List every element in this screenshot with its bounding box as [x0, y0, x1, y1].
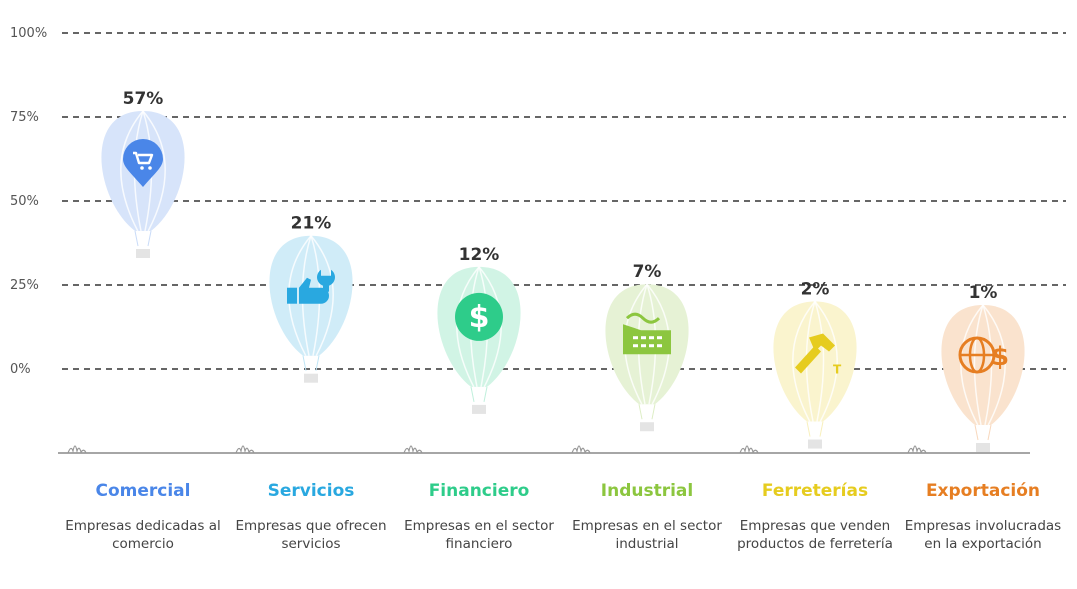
y-tick-label: 50%: [10, 194, 39, 209]
value-label: 12%: [459, 245, 500, 265]
ground-line: [58, 445, 1030, 454]
grass-tuft: [67, 445, 87, 454]
category-label: Industrial: [600, 481, 694, 501]
category-description: Empresas en el sector financiero: [404, 518, 554, 552]
balloon-basket: [136, 249, 150, 258]
grass-tuft: [235, 445, 255, 454]
dollar-coin-icon: $: [455, 292, 503, 341]
balloon-servicios: 21%: [269, 214, 353, 383]
svg-text:$: $: [991, 342, 1009, 372]
balloon-financiero: $12%: [437, 245, 521, 414]
grass-tuft: [907, 445, 927, 454]
balloon-rope: [134, 230, 139, 247]
y-tick-label: 100%: [10, 26, 47, 41]
balloon-rope: [470, 386, 475, 402]
wrench-hand-icon: [287, 269, 335, 304]
category-label: Exportación: [925, 481, 1041, 501]
grass-tuft: [739, 445, 759, 454]
value-label: 57%: [123, 89, 164, 109]
value-label: 1%: [969, 283, 998, 303]
y-tick-label: 25%: [10, 278, 39, 293]
svg-text:$: $: [469, 300, 490, 335]
balloon-stripe: [982, 304, 993, 426]
category-label: Servicios: [267, 481, 355, 501]
balloon-basket: [304, 373, 318, 383]
value-label: 2%: [801, 280, 830, 300]
balloon-basket: [808, 439, 822, 449]
balloon-basket: [976, 443, 990, 452]
category-description: Empresas que ofrecen servicios: [235, 518, 387, 552]
category-description: Empresas involucradas en la exportación: [904, 518, 1062, 552]
factory-icon: [623, 312, 671, 355]
balloon-stripe: [982, 304, 1006, 426]
balloon-envelope: [773, 301, 857, 422]
grass-tuft: [571, 445, 591, 454]
balloon-industrial: 7%: [605, 262, 689, 432]
y-tick-label: 0%: [10, 362, 31, 377]
category-description: Empresas que venden productos de ferrete…: [737, 518, 893, 552]
category-label: Financiero: [428, 481, 530, 501]
grid-lines: 100% 75% 50% 25% 0%: [10, 26, 1066, 377]
svg-text:T: T: [833, 363, 842, 377]
balloon-comercial: 57%: [101, 89, 185, 258]
globe-dollar-icon: $: [958, 336, 1009, 374]
balloon-exportación: $1%: [941, 283, 1025, 452]
balloon-rope: [638, 404, 643, 420]
balloon-stripe: [792, 301, 816, 422]
balloon-stripe: [814, 301, 838, 422]
balloon-rope: [483, 386, 488, 402]
balloon-stripe: [310, 235, 334, 357]
balloon-basket: [640, 422, 654, 432]
balloon-stripe: [814, 301, 825, 422]
shopping-cart-icon: [123, 139, 163, 187]
value-label: 7%: [633, 262, 662, 282]
category-label: Comercial: [95, 481, 191, 501]
balloon-stripe: [973, 304, 984, 426]
balloon-rope: [302, 355, 307, 371]
balloon-rope: [806, 421, 811, 437]
balloon-rope: [819, 421, 824, 437]
balloon-rope: [974, 424, 979, 441]
category-label: Ferreterías: [761, 481, 869, 501]
category-description: Empresas en el sector industrial: [572, 518, 722, 552]
balloon-rope: [147, 230, 152, 247]
balloons: 57% 21% $12% 7% T 2% $1%: [101, 89, 1025, 452]
balloon-ferreterías: T 2%: [773, 280, 857, 449]
value-label: 21%: [291, 214, 332, 234]
balloon-basket: [472, 404, 486, 414]
balloon-stripe: [120, 110, 144, 232]
hammer-icon: T: [795, 333, 842, 377]
balloon-stripe: [142, 110, 166, 232]
balloon-rope: [987, 424, 992, 441]
grass-tuft: [403, 445, 423, 454]
category-description: Empresas dedicadas al comercio: [65, 518, 221, 552]
balloon-rope: [651, 404, 656, 420]
y-tick-label: 75%: [10, 110, 39, 125]
balloon-rope: [315, 355, 320, 371]
